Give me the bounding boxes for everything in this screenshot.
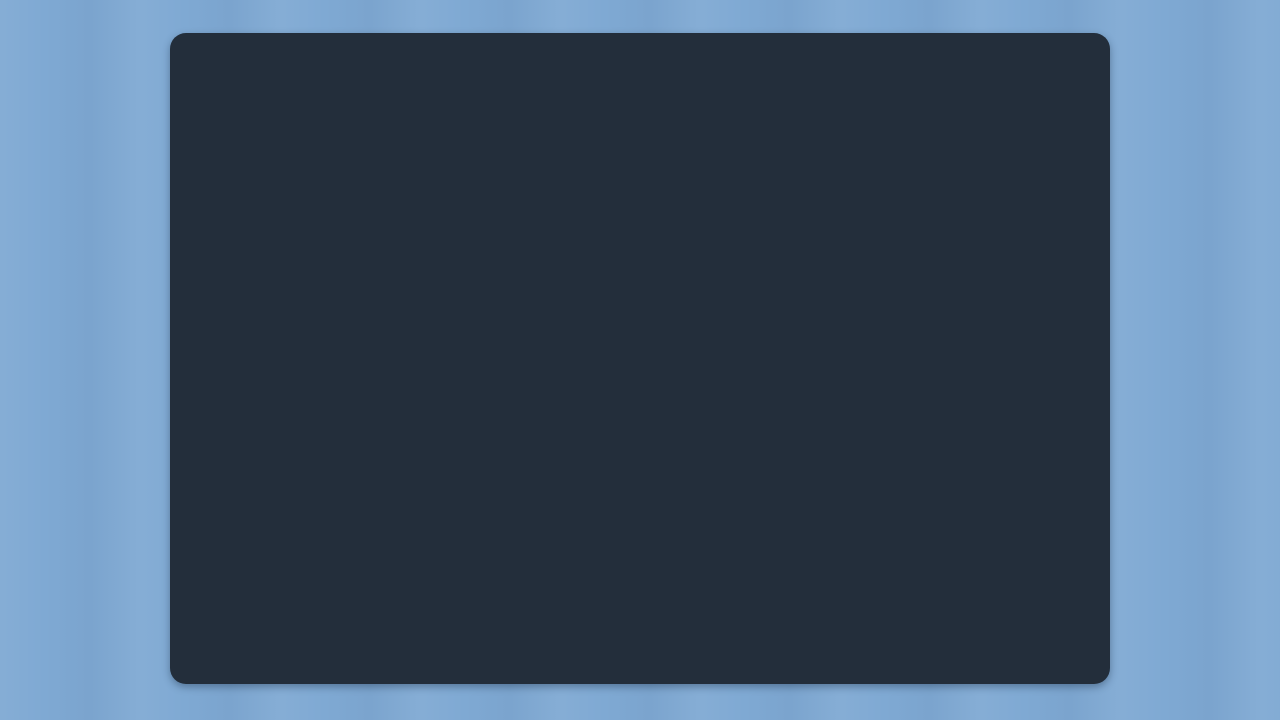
- y-tick-label-4pct: [272, 248, 328, 270]
- chart-card: [170, 33, 1110, 684]
- y-tick-label-6pct: [272, 132, 328, 154]
- y-tick-label-0pct: [272, 479, 328, 501]
- y-axis-title: [261, 174, 285, 474]
- y-tick-label-2pct: [272, 364, 328, 386]
